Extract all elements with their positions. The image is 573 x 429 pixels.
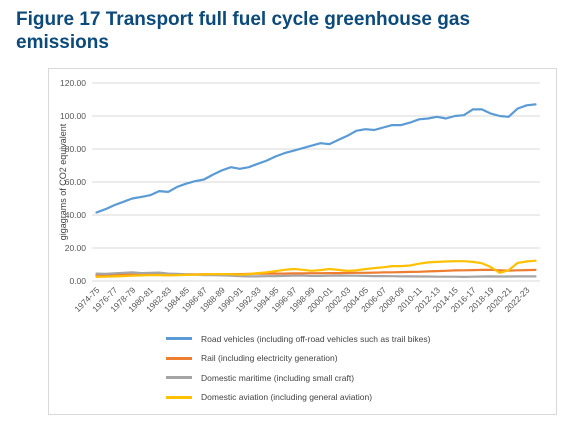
series-line-2 (95, 271, 537, 278)
y-tick-label: 60.00 (65, 177, 87, 187)
y-tick-label: 40.00 (65, 210, 87, 220)
y-tick-label: 80.00 (65, 144, 87, 154)
y-axis-label: gigagrams of CO2 equivalent (58, 123, 68, 240)
legend-swatch (166, 337, 192, 341)
series-line-0 (95, 103, 537, 214)
y-tick-label: 120.00 (60, 78, 86, 88)
legend-label: Rail (including electricity generation) (201, 353, 338, 364)
y-tick-label: 20.00 (65, 243, 87, 253)
legend-label: Road vehicles (including off-road vehicl… (201, 333, 431, 344)
legend-swatch (166, 356, 192, 360)
legend-swatch (166, 395, 192, 399)
legend-swatch (166, 376, 192, 380)
legend-item: Rail (including electricity generation) (166, 349, 430, 369)
legend-label: Domestic maritime (including small craft… (201, 372, 355, 383)
chart-legend: Road vehicles (including off-road vehicl… (166, 329, 430, 407)
series-line-3 (95, 259, 537, 278)
figure-title: Figure 17 Transport full fuel cycle gree… (16, 9, 471, 53)
legend-item: Road vehicles (including off-road vehicl… (166, 329, 430, 349)
legend-item: Domestic maritime (including small craft… (166, 368, 430, 388)
legend-label: Domestic aviation (including general avi… (201, 392, 373, 403)
y-tick-label: 0.00 (69, 276, 86, 286)
legend-item: Domestic aviation (including general avi… (166, 388, 430, 408)
y-tick-label: 100.00 (60, 111, 86, 121)
chart-area (48, 68, 557, 415)
